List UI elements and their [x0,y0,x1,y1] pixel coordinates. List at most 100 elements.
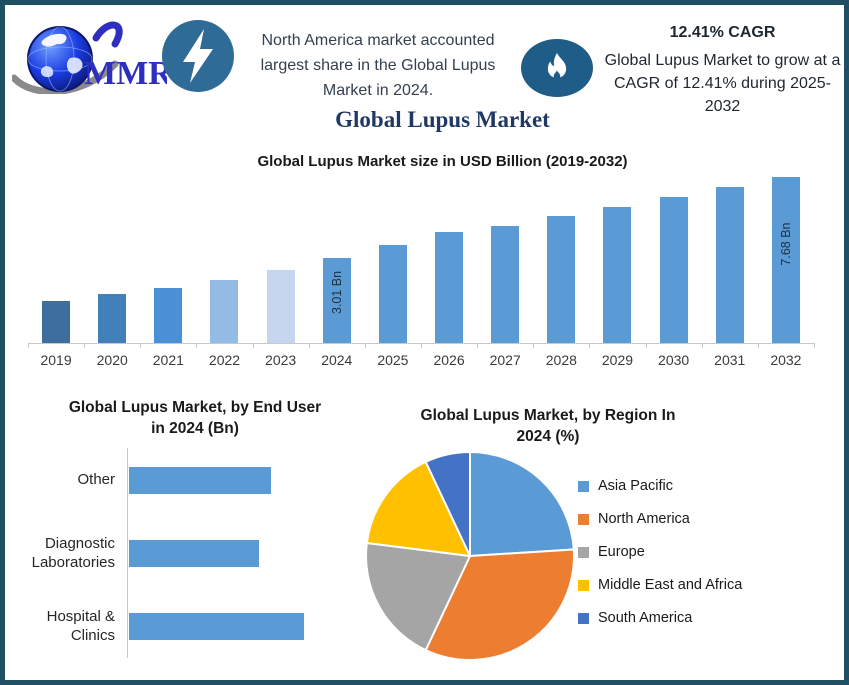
logo-swoosh-blue [92,21,123,48]
bar-slot-2027 [477,175,533,343]
cagr-title: 12.41% CAGR [669,24,776,41]
pie-slice-middle-east-and-africa [365,460,471,557]
year-label-2027: 2027 [489,352,521,368]
year-label-2025: 2025 [377,352,409,368]
bar-2024: 3.01 Bn [322,258,351,343]
bar-slot-2020 [84,175,140,343]
bar-data-label-2024: 3.01 Bn [329,270,344,314]
cagr-highlight: 12.41% CAGR Global Lupus Market to grow … [600,24,844,119]
bar-slot-2030 [646,175,702,343]
bar-slot-2021 [140,175,196,343]
bar-2023 [266,270,295,343]
legend-label: Europe [598,544,645,560]
bar-2022 [210,280,239,343]
pie-slice-asia-pacific [469,451,575,557]
bar-slot-2032: 7.68 Bn [758,175,814,343]
column-chart-year-labels: 2019 2020 2021 2022 2023 2024 2025 2026 2027 2028… [28,352,814,368]
year-label-2022: 2022 [208,352,241,368]
legend-label: Asia Pacific [598,478,673,494]
bar-2031 [715,187,744,343]
column-chart-title: Global Lupus Market size in USD Billion … [257,153,628,170]
end-user-bar [129,467,271,494]
year-label-2024: 2024 [321,352,353,368]
year-label-2030: 2030 [658,352,690,368]
pie-slice-europe [365,541,471,652]
lightning-badge [162,20,234,92]
bar-slot-2029 [589,175,645,343]
bar-slot-2023 [253,175,309,343]
end-user-label: Hospital & Clinics [46,607,115,644]
cagr-text: Global Lupus Market to grow at a CAGR of… [604,52,841,116]
x-axis-tick [647,344,703,348]
end-user-bar [129,540,259,567]
bar-2027 [491,226,520,343]
legend-item-north-america: North America [578,509,742,529]
x-axis-tick [85,344,142,348]
logo-text: MMR [84,55,167,92]
bar-2032: 7.68 Bn [771,177,800,343]
legend-swatch [578,579,589,591]
end-user-label: Diagnostic Laboratories [31,534,115,571]
legend-label: North America [598,511,690,527]
legend-label: South America [598,610,693,626]
year-label-2019: 2019 [40,352,72,368]
end-user-label: Other [77,471,115,489]
bar-2025 [378,245,407,343]
bar-2021 [154,288,183,343]
bar-2026 [435,232,464,343]
x-axis-tick [534,344,591,348]
legend-swatch [578,612,589,624]
x-axis-tick [366,344,422,348]
end-user-bar-chart: Other Diagnostic Laboratories Hospital & C… [13,444,343,663]
year-label-2023: 2023 [265,352,297,368]
x-axis-tick [141,344,198,348]
bar-2019 [42,301,71,343]
pie-slice-south-america [424,451,471,557]
year-label-2032: 2032 [770,352,802,368]
left-highlight-text: North America market accounted largest s… [260,32,496,99]
x-axis-tick [197,344,254,348]
legend-swatch [578,513,589,525]
x-axis-tick [590,344,647,348]
bar-slot-2031 [702,175,758,343]
legend-item-europe: Europe [578,542,742,562]
bar-slot-2028 [533,175,589,343]
legend-swatch [578,546,589,558]
flame-icon [547,53,567,80]
region-pie-title: Global Lupus Market, by Region In 2024 (… [420,407,676,445]
year-label-2028: 2028 [545,352,577,368]
x-axis-tick [29,344,86,348]
legend-swatch [578,480,589,492]
bar-slot-2024: 3.01 Bn [309,175,365,343]
bar-2029 [603,207,632,343]
bar-slot-2022 [196,175,252,343]
year-label-2021: 2021 [152,352,184,368]
year-label-2020: 2020 [96,352,128,368]
x-axis-tick [703,344,759,348]
end-user-row: Hospital & Clinics [13,590,343,663]
x-axis-tick [478,344,535,348]
pie-slice-north-america [424,548,575,661]
region-pie-legend: Asia Pacific North America Europe Middle Ea… [578,476,742,641]
legend-item-middle-east-and-africa: Middle East and Africa [578,575,742,595]
legend-label: Middle East and Africa [598,577,743,593]
x-axis-tick [422,344,479,348]
year-label-2026: 2026 [433,352,465,368]
bar-slot-2019 [28,175,84,343]
end-user-row: Diagnostic Laboratories [13,517,343,590]
bar-slot-2025 [365,175,421,343]
end-user-chart-title: Global Lupus Market, by End User in 2024… [68,399,322,437]
x-axis-tick [254,344,310,348]
bar-2028 [547,216,576,343]
year-label-2031: 2031 [714,352,746,368]
end-user-bar [129,613,304,640]
page-title: Global Lupus Market [335,107,550,132]
legend-item-south-america: South America [578,608,742,628]
region-pie-chart [365,451,575,661]
end-user-chart-y-axis [127,448,128,658]
x-axis-tick [310,344,366,348]
end-user-row: Other [13,444,343,517]
legend-item-asia-pacific: Asia Pacific [578,476,742,496]
flame-badge [521,39,593,97]
